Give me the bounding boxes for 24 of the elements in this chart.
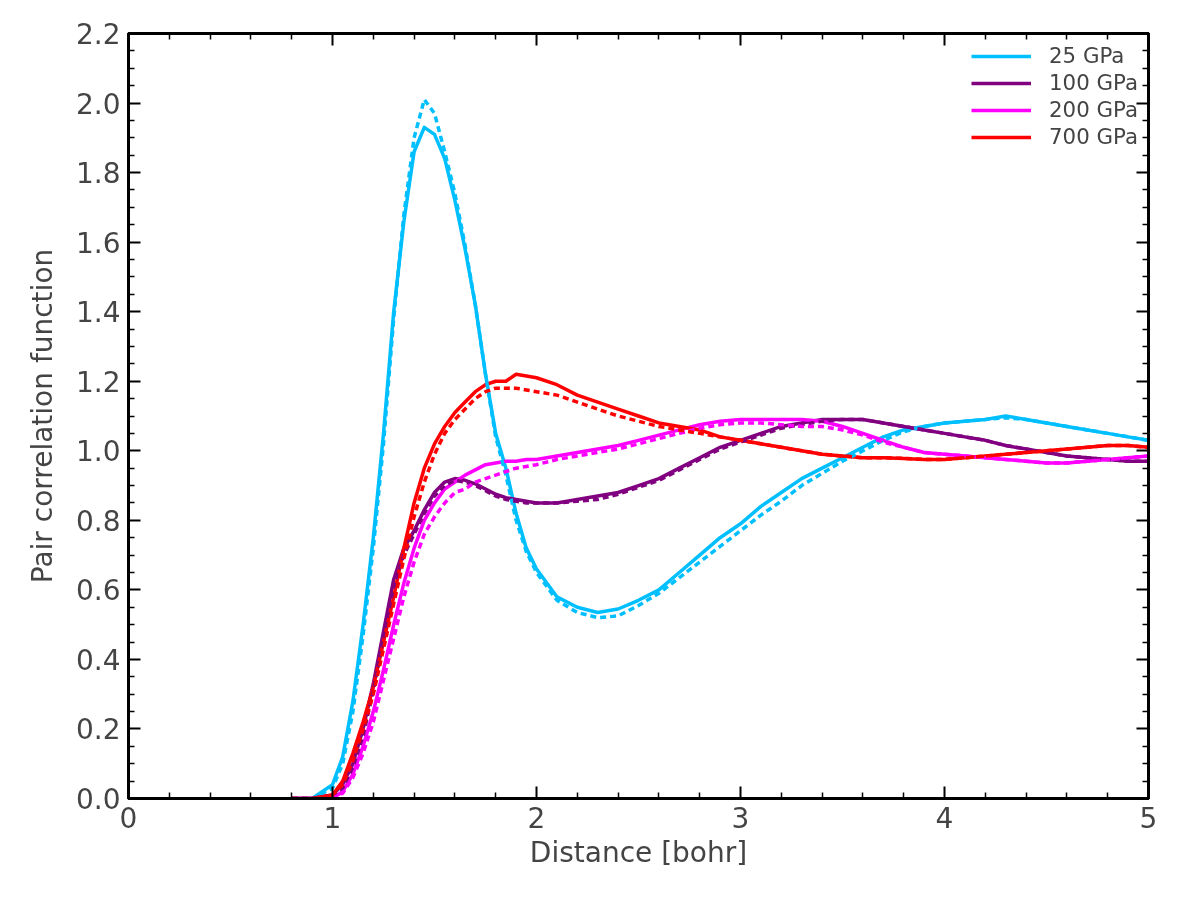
y-tick-label: 1.8: [75, 157, 121, 191]
y-tick-label: 1.6: [75, 226, 121, 260]
x-tick-label: 2: [527, 801, 546, 835]
x-tick-label: 5: [1139, 801, 1158, 835]
y-tick-label: 1.2: [75, 365, 121, 399]
x-tick-label: 0: [119, 801, 138, 835]
y-tick-label: 0.6: [75, 574, 121, 608]
y-tick-label: 1.4: [75, 296, 121, 330]
legend-label: 700 GPa: [1049, 124, 1138, 149]
legend-label: 100 GPa: [1049, 70, 1138, 95]
y-tick-label: 0.4: [75, 643, 121, 677]
y-tick-label: 0.0: [75, 783, 121, 816]
x-tick-label: 3: [731, 801, 750, 835]
y-tick-label: 0.8: [75, 504, 121, 538]
y-axis-title: Pair correlation function: [25, 248, 59, 584]
y-tick-label: 2.2: [75, 18, 121, 51]
legend-label: 25 GPa: [1049, 43, 1125, 68]
x-tick-label: 4: [935, 801, 954, 835]
x-tick-label: 1: [323, 801, 342, 835]
y-tick-label: 1.0: [75, 435, 121, 469]
y-tick-label: 0.2: [75, 713, 121, 747]
x-axis-title: Distance [bohr]: [529, 835, 748, 869]
legend-label: 200 GPa: [1049, 97, 1138, 122]
y-tick-label: 2.0: [75, 87, 121, 121]
